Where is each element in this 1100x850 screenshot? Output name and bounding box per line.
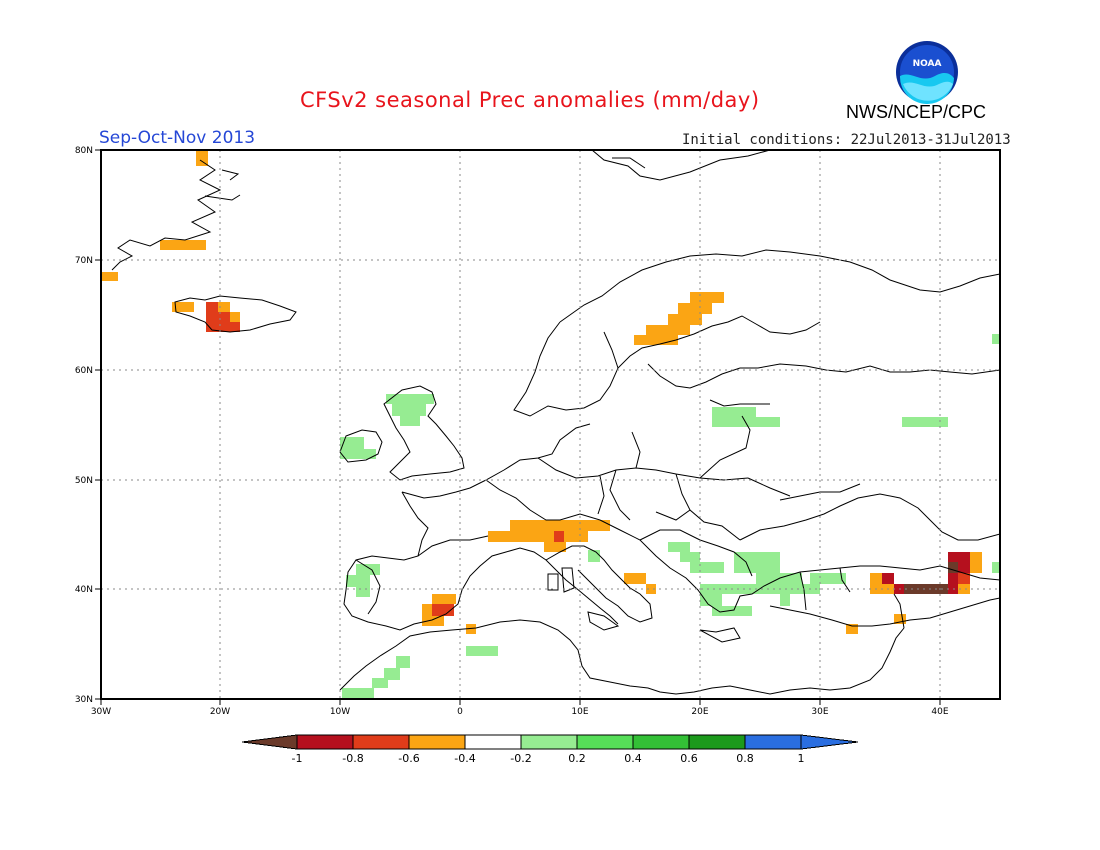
colorbar-swatch-4	[464, 734, 522, 750]
lon-label-10e: 10E	[571, 707, 588, 717]
colorbar-swatch-6	[576, 734, 634, 750]
colorbar-label-10: 1	[798, 752, 805, 765]
lat-label-50n: 50N	[75, 476, 93, 486]
colorbar-label-3: -0.6	[398, 752, 419, 765]
lon-label-20w: 20W	[210, 707, 230, 717]
map-frame	[100, 149, 1001, 700]
lon-label-40e: 40E	[931, 707, 948, 717]
colorbar-label-4: -0.4	[454, 752, 475, 765]
colorbar-swatch-3	[408, 734, 466, 750]
graticule	[101, 150, 1000, 699]
colorbar-swatch-1	[296, 734, 354, 750]
colorbar-label-6: 0.2	[568, 752, 586, 765]
lat-label-60n: 60N	[75, 366, 93, 376]
lat-label-30n: 30N	[75, 695, 93, 705]
axis-ticks	[95, 149, 941, 705]
lat-label-80n: 80N	[75, 146, 93, 156]
season-label: Sep-Oct-Nov 2013	[99, 128, 256, 148]
coastline-layer	[111, 150, 1000, 695]
lon-label-20e: 20E	[691, 707, 708, 717]
colorbar-swatch-2	[352, 734, 410, 750]
lat-label-70n: 70N	[75, 256, 93, 266]
colorbar-swatch-7	[632, 734, 690, 750]
colorbar-swatch-9	[744, 734, 802, 750]
lon-label-30e: 30E	[811, 707, 828, 717]
logo-text: NOAA	[913, 59, 942, 69]
colorbar-arrow-left	[241, 734, 298, 750]
colorbar-label-9: 0.8	[736, 752, 754, 765]
colorbar-label-1: -1	[292, 752, 303, 765]
colorbar-label-7: 0.4	[624, 752, 642, 765]
lat-label-40n: 40N	[75, 585, 93, 595]
lon-label-10w: 10W	[330, 707, 350, 717]
agency-label: NWS/NCEP/CPC	[846, 102, 987, 122]
initial-conditions-label: Initial conditions: 22Jul2013-31Jul2013	[682, 132, 1011, 148]
anomaly-layer	[101, 150, 1000, 699]
colorbar	[241, 734, 859, 750]
noaa-logo: NOAA	[896, 41, 958, 104]
colorbar-swatch-5	[520, 734, 578, 750]
lon-label-30w: 30W	[91, 707, 111, 717]
colorbar-label-5: -0.2	[510, 752, 531, 765]
lon-label-0: 0	[457, 707, 463, 717]
map-title: CFSv2 seasonal Prec anomalies (mm/day)	[300, 88, 760, 112]
colorbar-swatch-8	[688, 734, 746, 750]
colorbar-arrow-right	[800, 734, 859, 750]
colorbar-label-2: -0.8	[342, 752, 363, 765]
colorbar-label-8: 0.6	[680, 752, 698, 765]
